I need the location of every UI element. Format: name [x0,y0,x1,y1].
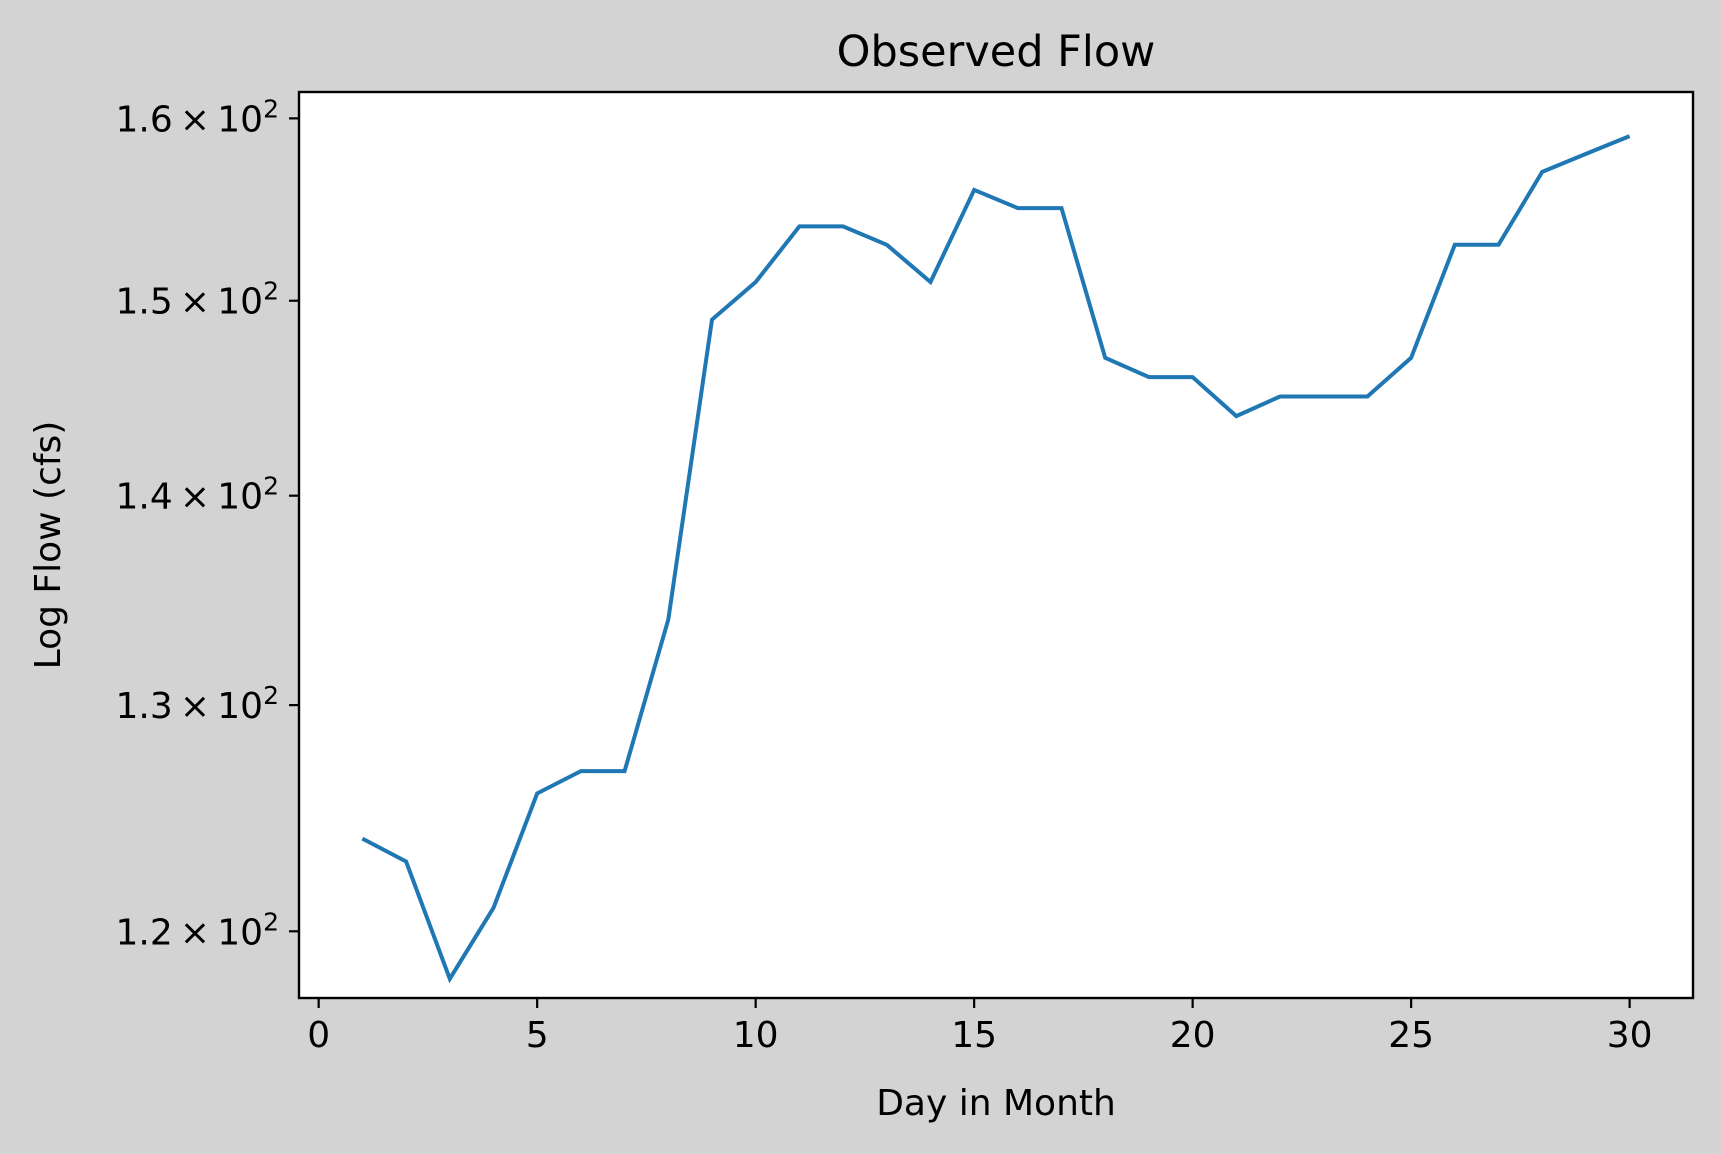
chart-title: Observed Flow [837,27,1156,77]
x-tick-label: 25 [1388,1015,1434,1056]
x-tick-label: 5 [526,1015,549,1056]
y-tick-label: 1.6 × 102 [115,94,279,140]
y-tick-label: 1.2 × 102 [115,907,279,953]
series-layer [361,134,1631,984]
y-tick-label: 1.3 × 102 [115,681,279,727]
x-tick-label: 0 [307,1015,330,1056]
x-axis-label: Day in Month [876,1083,1116,1124]
series-line-0 [361,134,1631,984]
x-tick-label: 15 [951,1015,997,1056]
x-tick-label: 30 [1607,1015,1653,1056]
x-tick-label: 20 [1170,1015,1216,1056]
plot-area [299,92,1693,998]
x-axis: 0 5 10 15 20 25 30 [307,998,1653,1056]
y-tick-label: 1.5 × 102 [115,277,279,323]
y-axis: 1.2 × 102 1.3 × 102 1.4 × 102 1.5 × 102 1.6 … [115,94,299,953]
y-axis-label: Log Flow (cfs) [28,421,69,670]
plot-frame [297,90,1695,1000]
x-tick-label: 10 [733,1015,779,1056]
y-tick-label: 1.4 × 102 [115,472,279,518]
